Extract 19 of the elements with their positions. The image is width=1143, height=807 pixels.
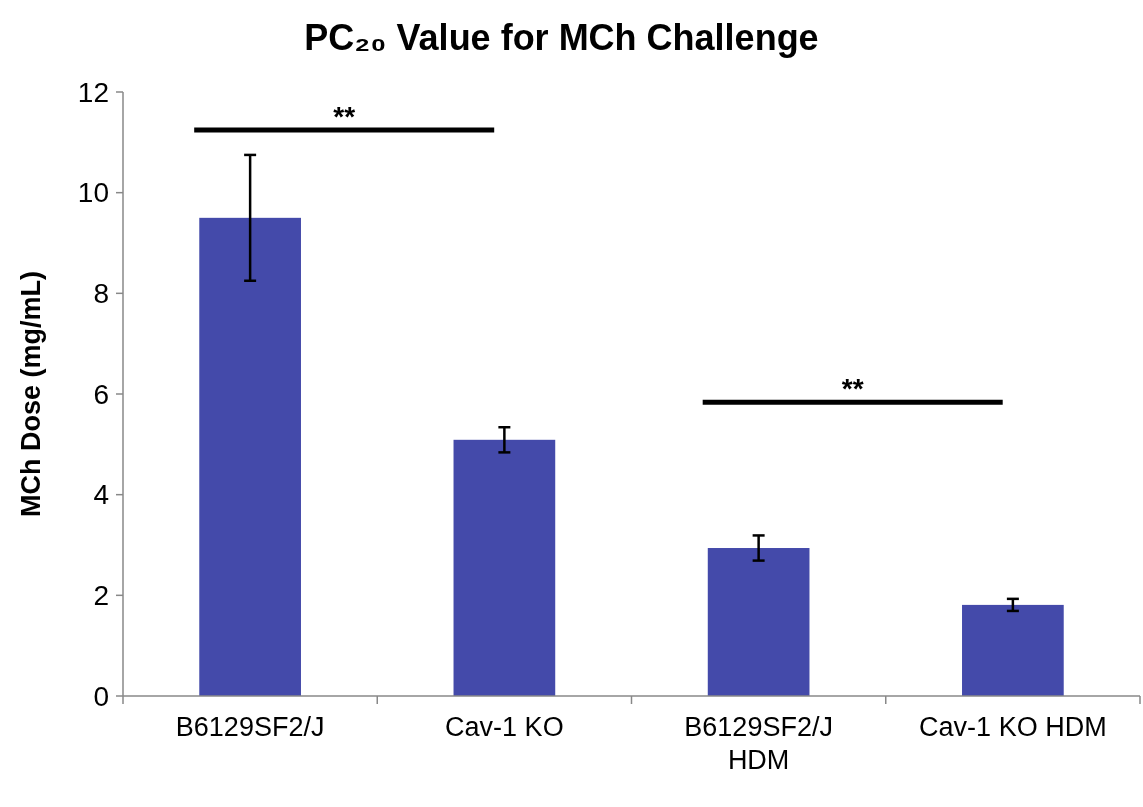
x-tick-label: B6129SF2/J HDM [684,712,833,775]
bar [707,548,810,696]
annotation: ** [841,373,864,405]
y-tick-label: 4 [93,479,109,511]
y-tick-label: 8 [93,278,109,310]
bar [962,604,1064,696]
x-tick-label: Cav-1 KO HDM [919,712,1107,742]
x-tick-label: B6129SF2/J [175,712,325,742]
annotation: ** [333,100,356,132]
y-axis-title: MCh Dose (mg/mL) [16,271,46,517]
y-tick-label: 12 [77,76,109,108]
y-tick-label: 0 [93,680,109,712]
y-tick-label: 6 [93,378,109,410]
x-tick-label: Cav-1 KO [445,712,564,742]
chart-title: PC₂₀ Value for MCh Challenge [304,17,819,58]
y-tick-label: 2 [93,580,109,612]
y-tick-label: 10 [77,177,109,209]
bar [453,439,556,696]
bar [199,217,301,696]
